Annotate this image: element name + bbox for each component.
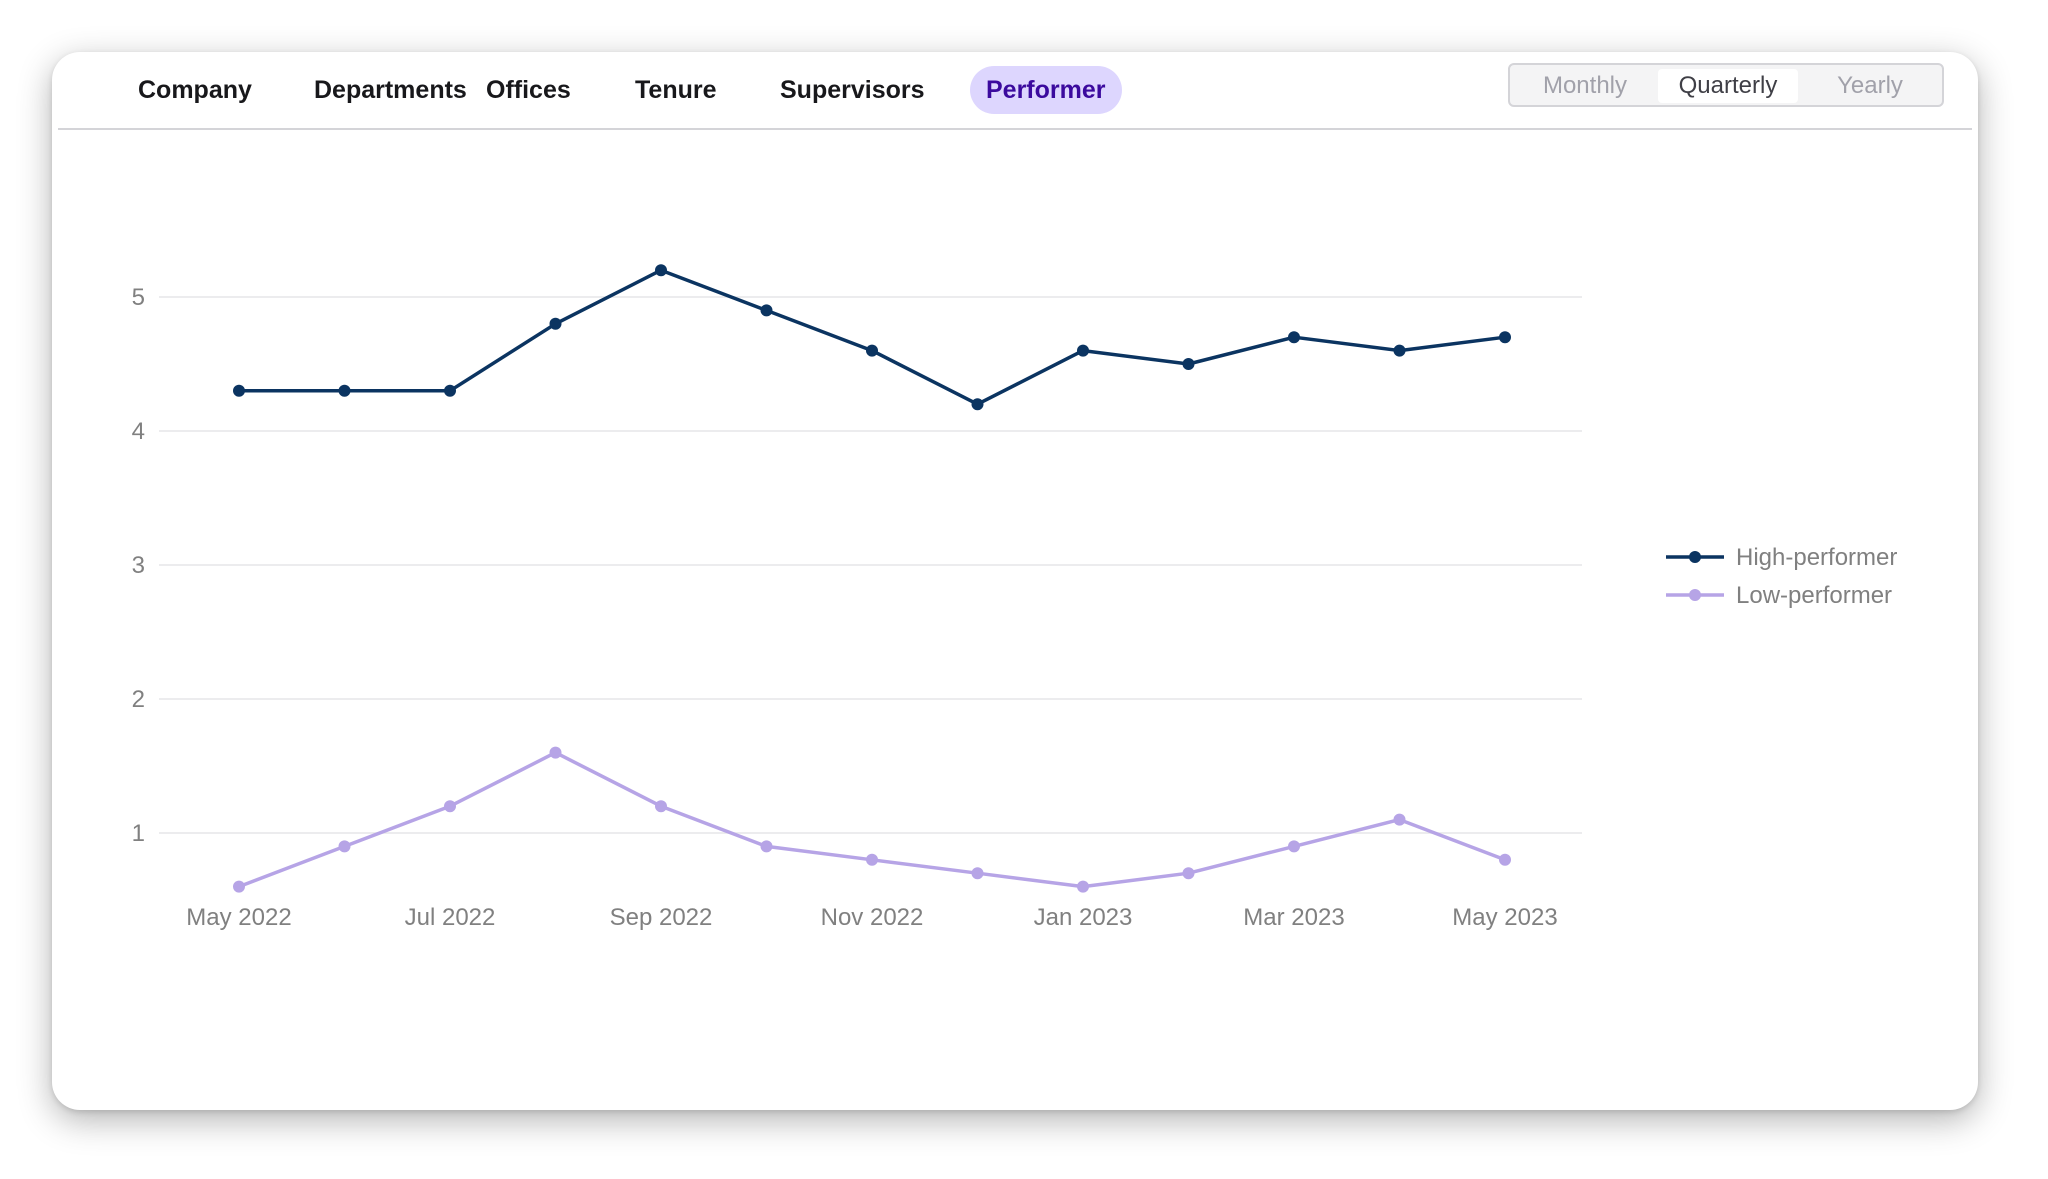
y-tick-label: 5 [132,284,145,311]
performer-chart-card: Company Departments Offices Tenure Super… [52,52,1978,1110]
low-performer-legend-label: Low-performer [1736,582,1892,609]
tab-offices[interactable]: Offices [486,76,571,104]
low-performer-point [1288,840,1300,853]
low-performer-point [233,880,245,893]
performer-line-chart: 1 2 3 4 5 May 2022 Jul 2022 Sep 2022 Nov 2022 Jan… [132,264,1897,931]
x-tick-label: Nov 2022 [821,904,924,931]
low-performer-point [1077,880,1089,893]
high-performer-legend-label: High-performer [1736,544,1897,571]
high-performer-point [1288,331,1300,344]
low-performer-point [760,840,773,853]
x-tick-label: Mar 2023 [1243,904,1344,931]
high-performer-point [1393,344,1406,357]
tab-tenure[interactable]: Tenure [635,76,717,104]
high-performer-point [866,344,878,357]
low-performer-line [237,750,1507,889]
low-performer-point [1499,853,1511,866]
y-tick-label: 3 [132,552,145,579]
high-performer-point [760,304,773,317]
x-tick-label: Jan 2023 [1034,904,1133,931]
y-tick-label: 4 [132,418,145,445]
high-performer-point [971,398,984,411]
tab-departments[interactable]: Departments [314,76,467,104]
x-tick-label: Jul 2022 [405,904,496,931]
y-tick-label: 2 [132,686,145,713]
high-performer-legend-marker [1689,551,1701,563]
tab-supervisors[interactable]: Supervisors [780,76,925,104]
x-tick-label: May 2023 [1452,904,1557,931]
high-performer-point [549,317,562,330]
low-performer-point [866,853,878,866]
period-toggle: Monthly Quarterly Yearly [1508,63,1944,107]
low-performer-point [444,800,456,813]
x-tick-label: May 2022 [186,904,291,931]
high-performer-point [444,384,456,397]
low-performer-point [1182,867,1195,880]
high-performer-point [233,384,245,397]
high-performer-point [1182,358,1195,370]
high-performer-line [237,268,1507,406]
tab-company[interactable]: Company [138,76,252,104]
period-yearly-button[interactable]: Yearly [1837,72,1903,99]
period-monthly-button[interactable]: Monthly [1542,72,1628,99]
low-performer-point [549,746,562,759]
low-performer-point [1393,813,1406,826]
x-tick-label: Sep 2022 [610,904,713,931]
high-performer-point [1499,331,1511,344]
low-performer-point [971,867,984,880]
tab-performer[interactable]: Performer [970,66,1122,114]
period-quarterly-button[interactable]: Quarterly [1658,69,1798,103]
tab-bar: Company Departments Offices Tenure Super… [58,52,1972,130]
low-performer-legend-marker [1689,589,1701,601]
low-performer-point [655,800,667,813]
high-performer-point [1077,344,1089,357]
low-performer-point [338,840,351,853]
high-performer-point [655,264,667,277]
high-performer-point [338,384,351,397]
y-tick-label: 1 [132,820,145,847]
